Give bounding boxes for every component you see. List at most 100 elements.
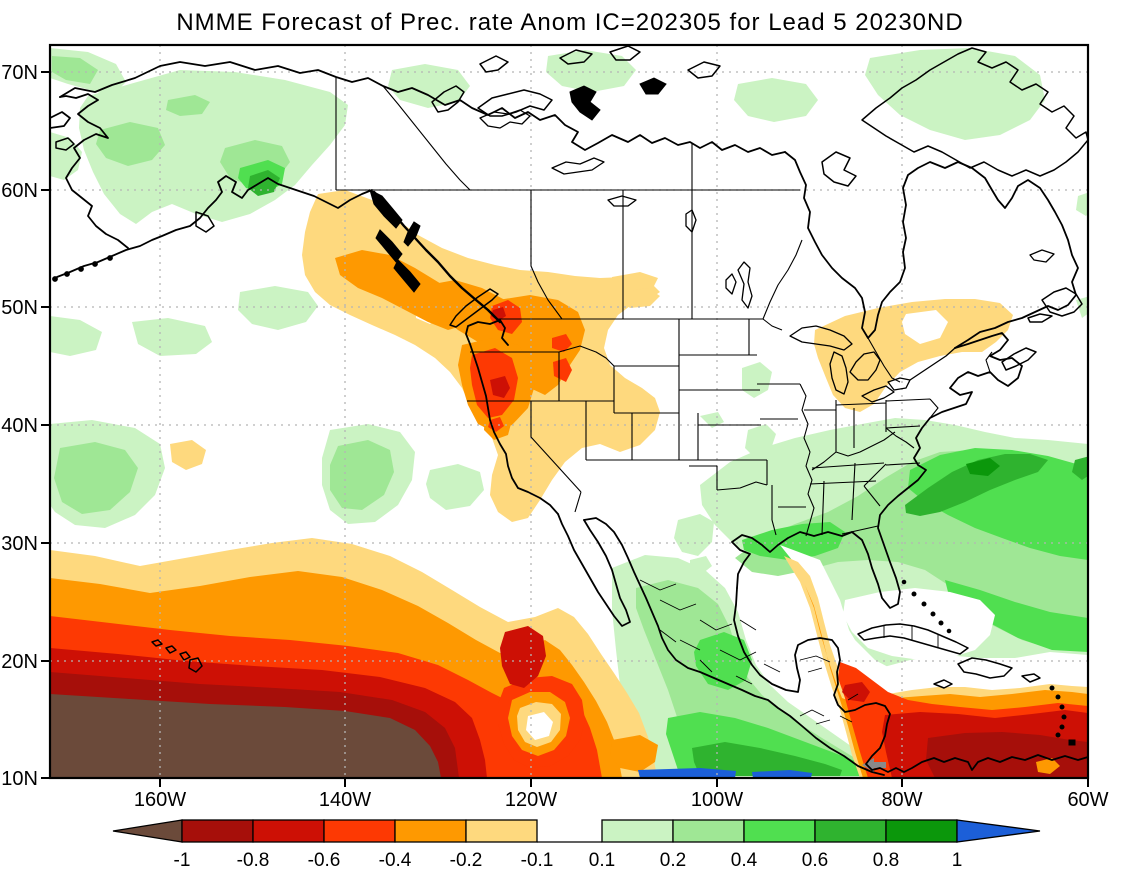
map-frame (48, 43, 1090, 780)
lat-label-30n: 30N (1, 533, 38, 555)
baffin-island (861, 47, 1088, 177)
kodiak-island (195, 211, 215, 233)
cbar-label-10: 0.8 (873, 850, 899, 871)
haida-gwaii-island (403, 221, 421, 247)
lat-label-60n: 60N (1, 180, 38, 202)
lake-winnipegosis (725, 273, 737, 295)
panhandle-islands-2 (375, 229, 403, 263)
hudson-bay-labrador-coastline (784, 151, 1079, 349)
great-slave-lake (551, 157, 605, 175)
victoria-island (477, 89, 553, 117)
cuba-province-lines (883, 626, 939, 648)
colorbar-box-p1 (601, 819, 674, 843)
cuba-island (857, 623, 969, 655)
colorbar-box-p3 (743, 819, 816, 843)
southampton-island (821, 151, 857, 187)
figure-title: NMME Forecast of Prec. rate Anom IC=2023… (176, 9, 963, 36)
positive-anomaly-extreme-strips (638, 768, 812, 778)
devon-island (687, 61, 721, 79)
cbar-label-5: -0.1 (521, 850, 554, 871)
lake-ontario (887, 377, 911, 391)
cbar-label-8: 0.4 (731, 850, 758, 871)
us-state-borders (467, 318, 993, 537)
geography-layer (50, 45, 1088, 776)
lesser-antilles-islands (1049, 685, 1076, 746)
labrador-lakes (1029, 249, 1055, 263)
chukotka-coastline (50, 111, 71, 129)
venezuela-orange-spot (1036, 758, 1060, 774)
lon-label-120w: 120W (505, 789, 557, 811)
lake-erie (861, 385, 895, 403)
lat-label-40n: 40N (1, 415, 38, 437)
arctic-coastline (59, 61, 786, 156)
cbar-label-3: -0.4 (379, 850, 412, 871)
cbar-label-1: -0.8 (237, 850, 270, 871)
positive-anomaly-level5-regions (966, 458, 1000, 476)
bahamas-islands (901, 579, 952, 634)
colorbar-box-p2 (672, 819, 745, 843)
cbar-label-7: 0.2 (660, 850, 686, 871)
banks-island (431, 85, 465, 113)
cbar-label-2: -0.6 (308, 850, 341, 871)
queen-elizabeth-islands-3 (479, 55, 509, 73)
boothia-king-william (569, 85, 601, 121)
colorbar-box-n3 (323, 819, 396, 843)
cbar-label-0: -1 (174, 850, 191, 871)
mexico-centralamerica-coastline (733, 587, 1088, 773)
cbar-label-4: -0.2 (450, 850, 483, 871)
negative-anomaly-extreme-region (50, 694, 441, 778)
lat-label-20n: 20N (1, 651, 38, 673)
colorbar-box-n5 (465, 819, 538, 843)
pacific-centralamerica-coastline (583, 517, 885, 776)
reindeer-lake (685, 209, 697, 233)
lon-label-80w: 80W (881, 789, 922, 811)
alaska-west-coastline (59, 93, 129, 249)
colorbar: -1 -0.8 -0.6 -0.4 -0.2 -0.1 0.1 0.2 0.4 … (112, 819, 1041, 871)
lake-michigan (829, 351, 849, 395)
panhandle-islands-3 (393, 259, 421, 293)
warm-pool-eye (508, 692, 570, 756)
hawaiian-islands (151, 639, 203, 673)
st-lawrence-river (909, 347, 956, 381)
lake-superior (789, 325, 853, 351)
nova-scotia (1001, 347, 1037, 371)
lon-label-100w: 100W (691, 789, 743, 811)
hispaniola-island (957, 657, 1013, 679)
alexander-archipelago (369, 189, 403, 229)
great-bear-lake (479, 109, 531, 129)
us-west-coastline (465, 319, 559, 515)
lakes-group (479, 109, 1055, 403)
queen-elizabeth-islands-1 (559, 49, 593, 65)
somerset-island (639, 77, 667, 95)
jamaica-island (933, 679, 953, 689)
colorbar-box-n2 (252, 819, 325, 843)
lat-label-10n: 10N (1, 768, 38, 790)
colorbar-box-p4 (814, 819, 887, 843)
positive-anomaly-level4-regions (248, 170, 1088, 776)
lon-label-60w: 60W (1067, 789, 1108, 811)
cbar-label-9: 0.6 (802, 850, 828, 871)
latitude-axis-labels: 70N 60N 50N 40N 30N 20N 10N (1, 62, 38, 790)
mexico-state-borders (639, 579, 859, 725)
east-coast-gulf-coastline (731, 332, 1023, 609)
anticosti-island (1027, 313, 1053, 323)
longitude-axis-labels: 160W 140W 120W 100W 80W 60W (134, 789, 1109, 811)
newfoundland-island (1041, 287, 1083, 317)
colorbar-above-range-arrow (956, 819, 1041, 843)
canada-province-borders (335, 77, 901, 383)
lon-label-160w: 160W (134, 789, 186, 811)
colorbar-box-n4 (394, 819, 467, 843)
cbar-label-11: 1 (952, 850, 963, 871)
vancouver-island (449, 288, 499, 328)
axis-ticks (41, 71, 1089, 787)
baja-california-coastline (557, 513, 631, 627)
lat-label-70n: 70N (1, 62, 38, 84)
lon-label-140w: 140W (319, 789, 371, 811)
aleutian-islands (52, 255, 113, 282)
lake-athabasca (607, 195, 637, 207)
puerto-rico-island (1021, 673, 1041, 683)
colorbar-labels: -1 -0.8 -0.6 -0.4 -0.2 -0.1 0.1 0.2 0.4 … (174, 850, 963, 871)
lake-winnipeg (737, 261, 753, 309)
